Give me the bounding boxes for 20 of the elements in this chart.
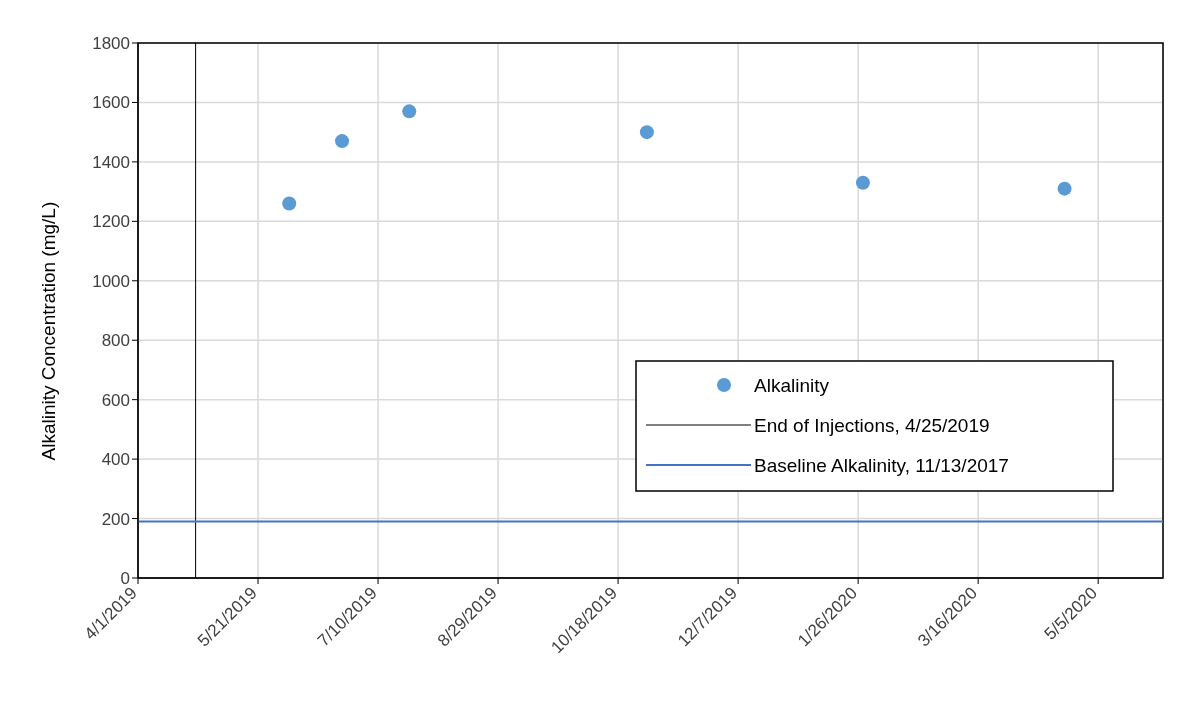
ref-line-label: Baseline Alkalinity, 11/13/2017 bbox=[754, 455, 1009, 476]
ref-line-label: End of Injections, 4/25/2019 bbox=[754, 415, 990, 436]
point bbox=[335, 134, 350, 149]
point bbox=[282, 196, 297, 211]
y-tick-label: 1800 bbox=[92, 34, 130, 54]
point bbox=[855, 175, 870, 190]
y-tick-label: 1600 bbox=[92, 93, 130, 113]
point bbox=[639, 125, 654, 140]
y-tick-label: 1200 bbox=[92, 212, 130, 232]
y-tick-label: 1000 bbox=[92, 271, 130, 291]
legend-label: Alkalinity bbox=[754, 375, 830, 396]
y-tick-label: 400 bbox=[101, 450, 130, 470]
y-tick-label: 800 bbox=[101, 331, 130, 351]
y-tick-label: 200 bbox=[101, 509, 130, 529]
y-tick-label: 1400 bbox=[92, 152, 130, 172]
point bbox=[402, 104, 417, 119]
y-axis-title: Alkalinity Concentration (mg/L) bbox=[37, 201, 59, 461]
point bbox=[1057, 181, 1072, 196]
y-tick-label: 0 bbox=[120, 569, 130, 589]
y-tick-label: 600 bbox=[101, 390, 130, 410]
